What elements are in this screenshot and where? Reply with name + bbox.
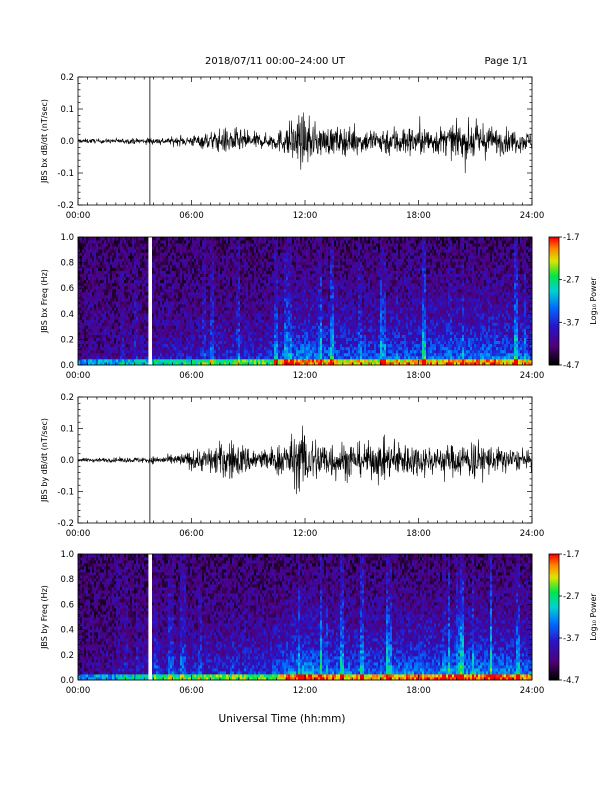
spectrogram-cell (146, 319, 148, 322)
spectrogram-cell (146, 267, 148, 270)
spectrogram-cell (146, 338, 148, 341)
spectrogram-cell (146, 283, 148, 286)
x-tick-label: 18:00 (406, 211, 431, 221)
spectrogram-cell (146, 359, 148, 362)
spectrogram-cell (146, 350, 148, 353)
spectrogram-cell (146, 246, 148, 249)
spectrogram-cell (146, 313, 148, 316)
spectrogram-cell (146, 280, 148, 283)
spectrogram-cell (146, 292, 148, 295)
spectrogram-cell (146, 258, 148, 261)
y-axis-label: JBS bx dB/dt (nT/sec) (40, 99, 49, 184)
y-tick-label: 0.1 (60, 105, 74, 115)
y-tick-label: 0.0 (60, 137, 74, 147)
spectrogram-cell (146, 271, 148, 274)
spectrogram-cell (146, 304, 148, 307)
spectrogram-cell (146, 356, 148, 359)
spectrogram-cell (146, 335, 148, 338)
x-tick-label: 00:00 (66, 211, 91, 221)
spectrogram-cell (146, 286, 148, 289)
spectrogram-cell (146, 347, 148, 350)
spectrogram-cell (146, 298, 148, 301)
spectrogram-cell (146, 243, 148, 246)
spectrogram-cell (146, 237, 148, 240)
x-tick-label: 06:00 (179, 211, 204, 221)
x-tick-label: 12:00 (293, 211, 318, 221)
y-tick-label: -0.1 (57, 169, 74, 179)
dbdt-series-line (78, 112, 532, 173)
spectrogram-cell (146, 261, 148, 264)
spectrogram-cell (146, 295, 148, 298)
spectrogram-cell (146, 255, 148, 258)
spectrogram-cell (146, 325, 148, 328)
spectrogram-cell (146, 301, 148, 304)
spectrogram-cell (146, 310, 148, 313)
spectrogram-cell (146, 274, 148, 277)
spectrogram-cell (146, 307, 148, 310)
spectrogram-cell (146, 252, 148, 255)
panel-bx-dbdt: 00:00 06:00 12:00 18:00 24:00 0.2 0.1 0.0 -0.1 -0… (40, 73, 544, 221)
spectrogram-cell (146, 249, 148, 252)
spectrogram-cell (146, 353, 148, 356)
spectrogram-cell (146, 328, 148, 331)
spectrogram-cell (146, 331, 148, 334)
spectrogram-cell (146, 289, 148, 292)
y-tick-label: -0.2 (57, 201, 74, 211)
spectrogram-image (78, 237, 532, 365)
y-tick-label: 0.2 (60, 73, 74, 83)
spectrogram-cell (146, 316, 148, 319)
spectrogram-cell (146, 264, 148, 267)
spectrogram-cell (146, 277, 148, 280)
spectrogram-cell (146, 240, 148, 243)
spectrogram-cell (146, 322, 148, 325)
spectrogram-cell (146, 341, 148, 344)
page-indicator: Page 1/1 (485, 56, 528, 67)
figure-title: 2018/07/11 00:00–24:00 UT (205, 56, 346, 67)
x-tick-label: 24:00 (520, 211, 545, 221)
spectrogram-cell (146, 344, 148, 347)
